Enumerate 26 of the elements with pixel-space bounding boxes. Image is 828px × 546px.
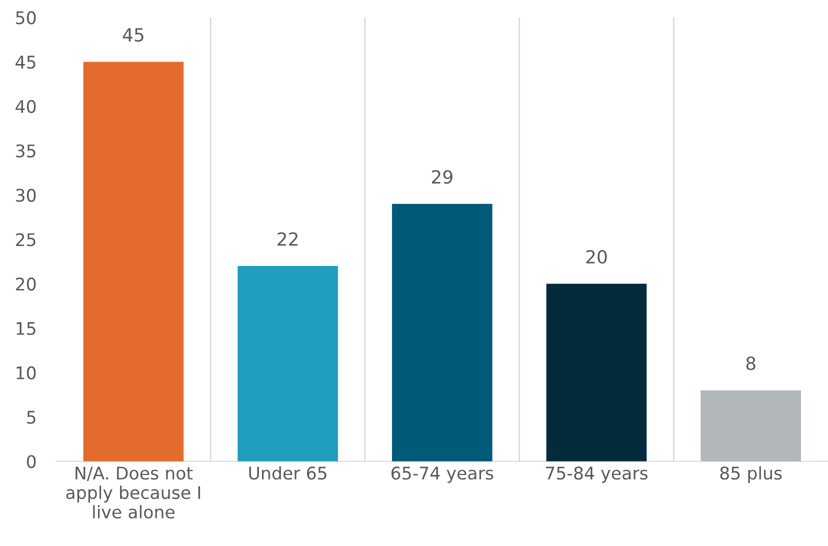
y-tick-label: 5 xyxy=(27,410,36,424)
y-tick-label: 0 xyxy=(26,455,36,468)
y-tick-label: 15 xyxy=(16,322,36,336)
y-tick-label: 50 xyxy=(16,11,36,24)
x-tick-label: 75-84 years xyxy=(546,466,648,484)
x-tick-label: Under 65 xyxy=(249,466,326,480)
x-tick-label: 65-74 years xyxy=(391,466,494,484)
data-label: 22 xyxy=(278,232,298,246)
bar xyxy=(83,62,184,462)
data-label: 20 xyxy=(586,250,607,264)
bar xyxy=(392,204,492,462)
y-tick-label: 40 xyxy=(16,100,36,114)
data-label: 29 xyxy=(432,170,452,184)
bar xyxy=(700,390,801,462)
y-tick-label: 25 xyxy=(16,233,36,246)
y-tick-label: 35 xyxy=(16,144,36,158)
x-tick-label: N/A. Does not apply because I live alone xyxy=(66,466,200,519)
bar xyxy=(546,284,647,462)
data-label: 45 xyxy=(122,28,144,42)
x-tick-label: 85 plus xyxy=(720,466,782,484)
bar xyxy=(238,266,338,462)
y-tick-label: 20 xyxy=(16,278,36,291)
y-tick-label: 30 xyxy=(16,188,36,202)
data-label: 8 xyxy=(746,356,756,370)
y-tick-label: 10 xyxy=(16,366,36,380)
y-tick-label: 45 xyxy=(16,56,36,69)
